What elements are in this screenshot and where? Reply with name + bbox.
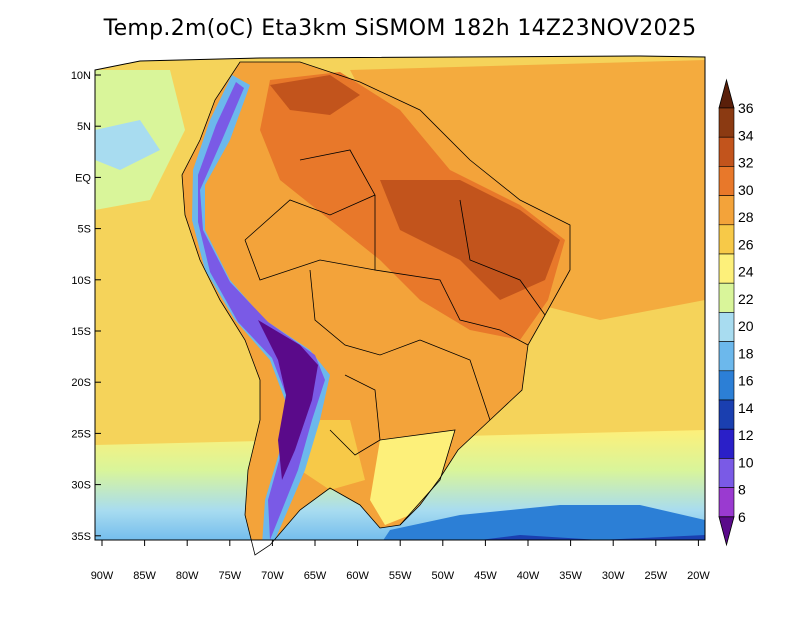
- lat-tick-label: 25S: [71, 428, 91, 440]
- bolivia-border: [309, 269, 421, 356]
- lon-tick-label: 60W: [346, 570, 369, 582]
- lon-tick-label: 70W: [261, 570, 284, 582]
- colorbar-label: 16: [738, 373, 754, 389]
- colorbar-swatch: [718, 282, 735, 313]
- southern-coldest-strip: [440, 535, 705, 540]
- temperature-field: [95, 56, 705, 540]
- brazil-state-border-2: [244, 149, 376, 241]
- colorbar-label: 20: [738, 318, 754, 334]
- andes-altiplano: [258, 320, 318, 480]
- coastline: [181, 61, 571, 556]
- lat-tick-label: 5S: [78, 224, 91, 236]
- lon-tick-label: 90W: [91, 570, 114, 582]
- colorbar-swatch: [718, 166, 735, 196]
- lon-tick-label: 35W: [559, 570, 582, 582]
- map-title: Temp.2m(oC) Eta3km SiSMOM 182h 14Z23NOV2…: [103, 16, 697, 41]
- lat-tick-label: 10N: [71, 70, 91, 82]
- lon-tick-label: 40W: [517, 570, 540, 582]
- warm-atlantic-region: [350, 60, 705, 320]
- lon-tick-label: 50W: [431, 570, 454, 582]
- colorbar-label: 8: [738, 482, 746, 498]
- colorbar-swatch: [718, 428, 735, 459]
- colorbar-label: 22: [738, 291, 754, 307]
- colorbar-min-arrow: [718, 516, 735, 547]
- lon-tick-label: 25W: [644, 570, 667, 582]
- southeast-border: [419, 339, 491, 421]
- south-brazil-border: [379, 429, 456, 526]
- colorbar-max-arrow: [718, 78, 735, 109]
- very-hot-region: [380, 180, 560, 300]
- lon-tick-label: 55W: [389, 570, 412, 582]
- colorbar-swatch: [718, 224, 735, 255]
- lon-tick-label: 65W: [304, 570, 327, 582]
- peru-brazil-border: [244, 239, 376, 281]
- colorbar-label: 10: [738, 454, 754, 470]
- colorbar-label: 14: [738, 400, 754, 416]
- lat-tick-label: 30S: [71, 480, 91, 492]
- colorbar-swatch: [718, 341, 735, 372]
- longitude-axis: 90W 85W 80W 75W 70W 65W 60W 55W 50W 45W 40W 35W 30W 2…: [91, 540, 710, 582]
- colorbar-label: 36: [738, 100, 754, 116]
- northeast-border: [459, 199, 546, 316]
- lat-tick-label: 35S: [71, 531, 91, 543]
- country-borders: [181, 61, 571, 556]
- lon-tick-label: 80W: [176, 570, 199, 582]
- colorbar-label: 28: [738, 209, 754, 225]
- lon-tick-label: 30W: [602, 570, 625, 582]
- colorbar-label: 32: [738, 155, 754, 171]
- southern-land-mild: [370, 430, 455, 525]
- brazil-state-border-1: [374, 195, 529, 346]
- lon-tick-label: 75W: [218, 570, 241, 582]
- latitude-axis: 10N 5N EQ 5S 10S 15S 20S 25S 30S 35S: [71, 70, 101, 543]
- lat-tick-label: 15S: [71, 326, 91, 338]
- colorbar-label: 34: [738, 127, 754, 143]
- colorbar-label: 6: [738, 509, 746, 525]
- lat-tick-label: EQ: [75, 172, 91, 184]
- colorbar-swatch: [718, 312, 735, 342]
- colorbar-label: 24: [738, 264, 754, 280]
- colorbar-swatch: [718, 399, 735, 430]
- lon-tick-label: 20W: [687, 570, 710, 582]
- colorbar-label: 18: [738, 345, 754, 361]
- southern-coldest-patch: [380, 505, 705, 540]
- pacific-cold-patch: [95, 120, 160, 170]
- colorbar-swatch: [718, 458, 735, 488]
- northern-hot-region: [270, 75, 360, 115]
- colorbar: 36 34 32 30 28 26 24 22 20 18 16 14 12 10 8 6: [718, 78, 754, 547]
- colorbar-swatch: [718, 487, 735, 518]
- map-frame: [94, 55, 706, 541]
- lon-tick-label: 85W: [133, 570, 156, 582]
- lat-tick-label: 5N: [77, 121, 91, 133]
- colorbar-swatch: [718, 107, 735, 138]
- colorbar-swatch: [718, 253, 735, 284]
- colorbar-label: 30: [738, 182, 754, 198]
- colorbar-label: 12: [738, 427, 754, 443]
- lat-tick-label: 20S: [71, 377, 91, 389]
- colorbar-label: 26: [738, 236, 754, 252]
- chaco-region: [300, 420, 365, 490]
- colorbar-swatch: [718, 195, 735, 226]
- lat-tick-label: 10S: [71, 275, 91, 287]
- colorbar-swatch: [718, 370, 735, 401]
- colorbar-swatch: [718, 136, 735, 167]
- lon-tick-label: 45W: [474, 570, 497, 582]
